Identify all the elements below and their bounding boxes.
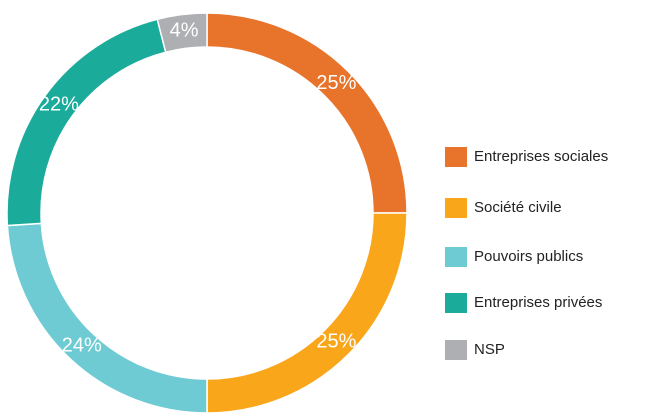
- legend-swatch: [445, 247, 467, 267]
- legend-label: Entreprises privées: [474, 294, 602, 311]
- legend-swatch: [445, 198, 467, 218]
- data-label: 24%: [62, 335, 102, 357]
- data-label: 22%: [39, 94, 79, 116]
- donut-segment: [206, 212, 408, 414]
- legend-label: Pouvoirs publics: [474, 248, 583, 265]
- legend-label: Société civile: [474, 199, 562, 216]
- legend-label: Entreprises sociales: [474, 148, 608, 165]
- donut-segment: [6, 18, 167, 227]
- data-label: 25%: [316, 331, 356, 353]
- data-label: 25%: [316, 72, 356, 94]
- donut-segment: [156, 12, 208, 54]
- donut-segment: [6, 222, 208, 414]
- legend-swatch: [445, 147, 467, 167]
- legend-swatch: [445, 293, 467, 313]
- legend-swatch: [445, 340, 467, 360]
- donut-segment: [206, 12, 408, 214]
- legend-label: NSP: [474, 341, 505, 358]
- data-label: 4%: [170, 20, 199, 42]
